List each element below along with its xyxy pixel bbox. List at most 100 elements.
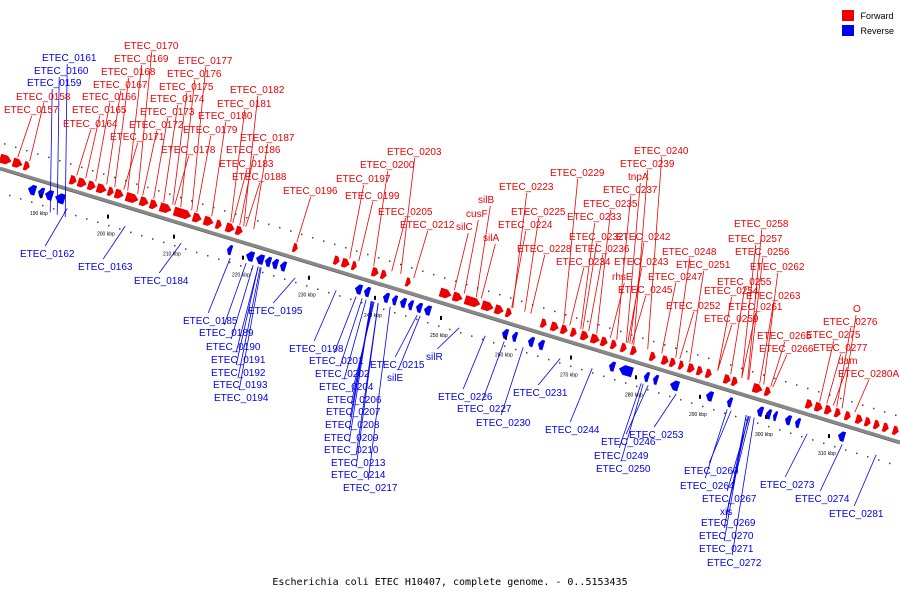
scale-tick (765, 414, 767, 419)
tick-dot (565, 314, 567, 316)
scale-label: 300 kbp (755, 432, 773, 438)
tick-dot (856, 452, 858, 455)
reverse-gene-label: ETEC_0161 (42, 53, 97, 64)
tick-dot (482, 338, 484, 341)
forward-gene-label: ETEC_0168 (101, 67, 156, 78)
forward-gene-label: ETEC_0172 (129, 120, 184, 131)
forward-gene-arrow (191, 212, 202, 223)
forward-gene-arrow (619, 342, 627, 353)
forward-gene-arrow (106, 186, 114, 197)
forward-gene-arrow (504, 307, 512, 318)
reverse-gene-label: ETEC_0201 (309, 356, 364, 367)
tick-dot (279, 226, 281, 229)
tick-dot (92, 170, 94, 172)
forward-gene (843, 410, 851, 421)
forward-leader-line (819, 340, 835, 402)
forward-leader-line (163, 104, 179, 202)
forward-gene (106, 186, 114, 197)
label-leader-lines (17, 51, 877, 556)
tick-dot (42, 204, 44, 207)
forward-leader-line (358, 201, 374, 262)
forward-gene-label: ETEC_0234 (556, 257, 611, 268)
gene-labels: ETEC_0157ETEC_0158ETEC_0164ETEC_0165ETEC… (4, 41, 899, 569)
forward-gene-label: ETEC_0242 (616, 232, 671, 243)
tick-dot (372, 305, 374, 307)
reverse-gene-arrow (280, 261, 288, 272)
forward-gene-label: ETEC_0251 (676, 260, 731, 271)
tick-dot (669, 395, 671, 398)
forward-gene-label: O (853, 304, 861, 315)
reverse-gene (383, 292, 391, 304)
reverse-gene-label: ETEC_0244 (545, 425, 600, 436)
forward-gene (480, 300, 494, 312)
tick-dot (873, 407, 875, 410)
forward-gene-label: ETEC_0212 (400, 220, 455, 231)
forward-leader-line (580, 222, 596, 329)
tick-dot (823, 442, 825, 445)
reverse-leader-line (235, 266, 259, 353)
forward-gene-label: ETEC_0266 (759, 344, 814, 355)
tick-dot (273, 275, 275, 277)
scale-tick (635, 375, 637, 380)
reverse-gene-arrow (38, 187, 46, 199)
tick-dot (570, 365, 572, 368)
reverse-gene-arrow (528, 336, 536, 348)
tick-dot (691, 402, 693, 404)
reverse-leader-line (537, 358, 561, 386)
tick-dot (515, 348, 517, 351)
reverse-gene (528, 336, 536, 348)
forward-leader-line (627, 267, 643, 344)
tick-dot (625, 382, 627, 384)
forward-gene-arrow (124, 192, 139, 203)
forward-gene-label: ETEC_0275 (806, 330, 861, 341)
forward-gene-arrow (68, 175, 77, 185)
forward-leader-line (679, 311, 695, 360)
forward-leader-line (373, 170, 389, 266)
forward-gene-label: ETEC_0164 (63, 119, 118, 130)
forward-gene-label: ETEC_0183 (219, 159, 274, 170)
reverse-gene-label: ETEC_0162 (20, 249, 75, 260)
forward-leader-line (76, 129, 92, 176)
tick-dot (785, 380, 787, 383)
reverse-gene-arrow (619, 365, 634, 378)
tick-dot (543, 307, 545, 309)
reverse-gene (355, 284, 364, 295)
forward-gene-label: ETEC_0224 (498, 220, 553, 231)
forward-gene-arrow (677, 360, 684, 370)
reverse-gene-arrow (55, 193, 67, 205)
reverse-leader-line (500, 347, 524, 416)
forward-gene (350, 260, 357, 271)
tick-dot (499, 293, 501, 296)
tick-dot (598, 324, 600, 326)
tick-dot (647, 388, 649, 391)
tick-dot (878, 459, 880, 461)
reverse-gene-arrow (246, 251, 256, 263)
legend-item-forward[interactable]: Forward (842, 8, 894, 23)
tick-dot (345, 247, 347, 249)
forward-leader-line (747, 229, 763, 380)
forward-gene-label: ETEC_0170 (124, 41, 179, 52)
tick-dot (361, 301, 363, 304)
forward-gene-label: ETEC_0157 (4, 105, 59, 116)
tick-dot (790, 432, 792, 435)
tick-dot (664, 344, 666, 346)
tick-dot (213, 206, 215, 209)
forward-gene-label: ETEC_0254 (704, 286, 759, 297)
tick-dot (422, 270, 424, 272)
forward-gene (438, 287, 452, 299)
reverse-gene-arrow (670, 380, 681, 392)
reverse-gene-arrow (727, 397, 734, 408)
reverse-leader-line (569, 368, 593, 423)
forward-gene-label: ETEC_0203 (387, 147, 442, 158)
forward-gene-arrow (350, 260, 357, 271)
tick-dot (174, 244, 176, 247)
forward-gene (569, 327, 577, 338)
forward-gene-label: ETEC_0243 (614, 257, 669, 268)
reverse-gene-arrow (609, 361, 617, 372)
forward-gene (763, 386, 771, 397)
tick-dot (675, 347, 677, 349)
forward-leader-line (661, 282, 677, 354)
forward-gene-label: ETEC_0258 (734, 219, 789, 230)
legend-item-reverse[interactable]: Reverse (842, 23, 894, 38)
